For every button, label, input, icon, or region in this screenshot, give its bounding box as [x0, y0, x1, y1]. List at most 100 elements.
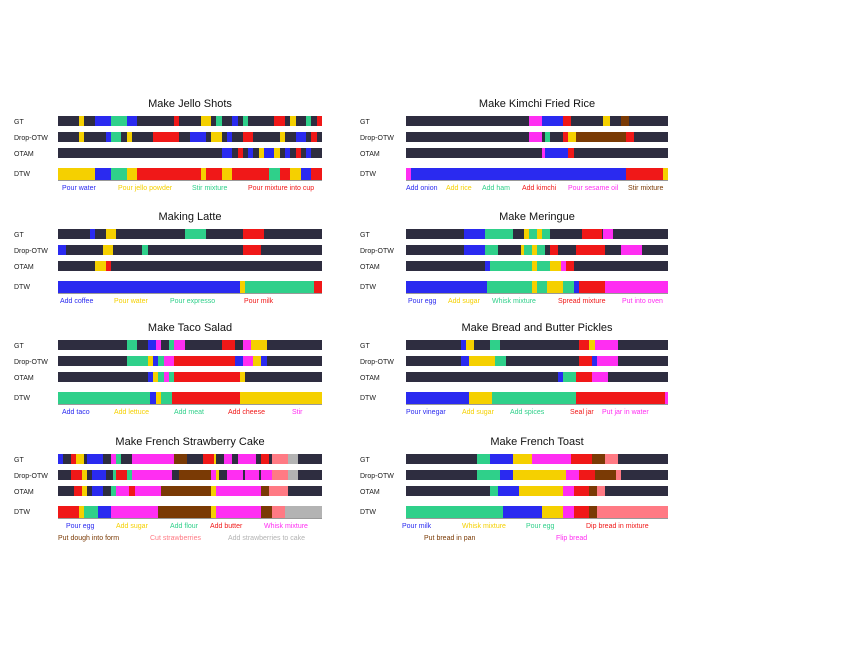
action-segment [110, 506, 127, 518]
action-segment [523, 245, 532, 255]
legend-entry: Put dough into form [58, 535, 120, 542]
action-segment [626, 132, 634, 142]
legend-entry: Add taco [62, 409, 90, 416]
action-segment [568, 148, 574, 158]
action-segment [113, 470, 117, 480]
chart-title: Make French Toast [490, 436, 584, 448]
action-segment [461, 340, 467, 350]
action-segment [531, 261, 537, 271]
chart-panel: Make Meringue GT Drop-OTW OTAM DTW Pour egg Ad… [360, 211, 700, 341]
legend-entry: Pour milk [402, 523, 432, 530]
action-segment [216, 486, 222, 496]
action-segment [261, 470, 272, 480]
action-segment [147, 340, 156, 350]
action-segment [466, 340, 475, 350]
legend-entry: Put bread in pan [424, 535, 476, 542]
action-segment [626, 168, 663, 180]
action-segment [513, 470, 566, 480]
legend-entry: Add onion [406, 185, 438, 192]
row-label: DTW [360, 284, 376, 291]
action-segment [58, 281, 241, 293]
action-segment [314, 281, 322, 293]
row-label: Drop-OTW [360, 359, 394, 366]
row-label: Drop-OTW [360, 135, 394, 142]
action-segment [131, 454, 143, 464]
action-segment [84, 506, 98, 518]
legend-entry: Add ham [482, 185, 511, 192]
segment-bar [406, 132, 668, 142]
legend-entry: Add flour [170, 523, 199, 530]
legend-entry: Pour water [114, 298, 148, 305]
action-segment [563, 486, 574, 496]
action-segment [137, 506, 159, 518]
action-segment [316, 116, 322, 126]
action-segment [285, 148, 291, 158]
action-segment [531, 454, 572, 464]
action-segment [110, 168, 127, 180]
axis-line [58, 180, 322, 181]
row-label: Drop-OTW [14, 473, 48, 480]
action-segment [529, 116, 543, 126]
legend-entry: Stir mixture [628, 185, 664, 192]
action-segment [129, 486, 135, 496]
action-segment [484, 261, 490, 271]
segment-bar [58, 486, 322, 496]
action-segment [411, 168, 627, 180]
action-segment [568, 132, 577, 142]
action-segment [578, 281, 606, 293]
action-segment [560, 261, 566, 271]
action-segment [147, 356, 154, 366]
row-label: OTAM [14, 375, 34, 382]
action-segment [81, 486, 88, 496]
action-segment [463, 245, 485, 255]
action-segment [245, 281, 315, 293]
action-segment [71, 470, 82, 480]
legend-entry: Put into oven [622, 298, 663, 305]
action-segment [563, 506, 574, 518]
action-segment [295, 132, 307, 142]
action-segment [495, 356, 506, 366]
row-label: GT [360, 343, 370, 350]
legend-entry: Add sugar [462, 409, 494, 416]
action-segment [576, 132, 627, 142]
action-segment [105, 229, 117, 239]
action-segment [274, 116, 286, 126]
segment-bar [58, 454, 322, 464]
action-segment [484, 245, 498, 255]
action-segment [576, 372, 593, 382]
action-segment [573, 281, 579, 293]
legend-entry: Add sugar [448, 298, 480, 305]
action-segment [163, 356, 175, 366]
legend-entry: Seal jar [570, 409, 594, 416]
legend-entry: Add coffee [60, 298, 94, 305]
axis-line [406, 518, 668, 519]
segment-bar [406, 261, 668, 271]
chart-panel: Make Jello Shots GT Drop-OTW OTAM DTW Pour wa… [14, 98, 354, 228]
action-segment [137, 168, 201, 180]
action-segment [279, 168, 291, 180]
row-label: Drop-OTW [360, 473, 394, 480]
action-segment [58, 506, 80, 518]
action-segment [269, 486, 288, 496]
action-segment [261, 506, 272, 518]
action-segment [110, 116, 127, 126]
legend-entry: Flip bread [556, 535, 588, 542]
legend-entry: Pour mixture into cup [248, 185, 315, 192]
chart-panel: Make Kimchi Fried Rice GT Drop-OTW OTAM DTW A… [360, 98, 700, 228]
action-segment [537, 229, 543, 239]
action-segment [542, 506, 564, 518]
action-segment [306, 148, 312, 158]
legend-entry: Whisk mixture [492, 298, 536, 305]
row-label: GT [360, 119, 370, 126]
action-segment [602, 116, 611, 126]
action-segment [537, 281, 548, 293]
action-segment [147, 372, 154, 382]
legend-entry: Add lettuce [114, 409, 150, 416]
action-segment [489, 261, 532, 271]
axis-line [58, 404, 322, 405]
axis-line [58, 518, 322, 519]
action-segment [163, 372, 169, 382]
legend-entry: Spread mixture [558, 298, 606, 305]
chart-panel: Make French Toast GT Drop-OTW OTAM DTW Pour m… [360, 436, 700, 566]
